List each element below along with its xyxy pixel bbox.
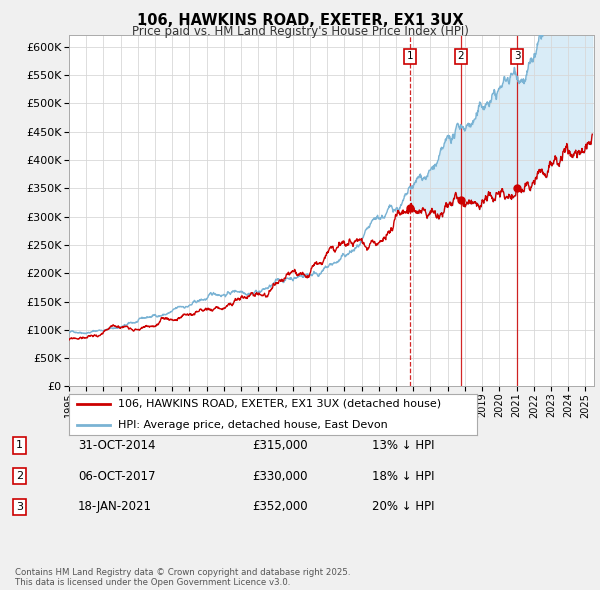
Text: 3: 3 bbox=[16, 502, 23, 512]
Text: 18-JAN-2021: 18-JAN-2021 bbox=[78, 500, 152, 513]
Text: 2: 2 bbox=[457, 51, 464, 61]
Text: 106, HAWKINS ROAD, EXETER, EX1 3UX: 106, HAWKINS ROAD, EXETER, EX1 3UX bbox=[137, 13, 463, 28]
Text: £352,000: £352,000 bbox=[252, 500, 308, 513]
Text: 06-OCT-2017: 06-OCT-2017 bbox=[78, 470, 155, 483]
Text: Contains HM Land Registry data © Crown copyright and database right 2025.
This d: Contains HM Land Registry data © Crown c… bbox=[15, 568, 350, 587]
Text: £315,000: £315,000 bbox=[252, 439, 308, 452]
Text: 1: 1 bbox=[16, 441, 23, 450]
Text: 3: 3 bbox=[514, 51, 521, 61]
Text: 20% ↓ HPI: 20% ↓ HPI bbox=[372, 500, 434, 513]
Text: 13% ↓ HPI: 13% ↓ HPI bbox=[372, 439, 434, 452]
Text: 106, HAWKINS ROAD, EXETER, EX1 3UX (detached house): 106, HAWKINS ROAD, EXETER, EX1 3UX (deta… bbox=[118, 399, 441, 409]
Text: 31-OCT-2014: 31-OCT-2014 bbox=[78, 439, 155, 452]
Text: Price paid vs. HM Land Registry's House Price Index (HPI): Price paid vs. HM Land Registry's House … bbox=[131, 25, 469, 38]
Text: 1: 1 bbox=[407, 51, 413, 61]
Text: £330,000: £330,000 bbox=[252, 470, 308, 483]
Text: HPI: Average price, detached house, East Devon: HPI: Average price, detached house, East… bbox=[118, 419, 388, 430]
Text: 18% ↓ HPI: 18% ↓ HPI bbox=[372, 470, 434, 483]
Text: 2: 2 bbox=[16, 471, 23, 481]
